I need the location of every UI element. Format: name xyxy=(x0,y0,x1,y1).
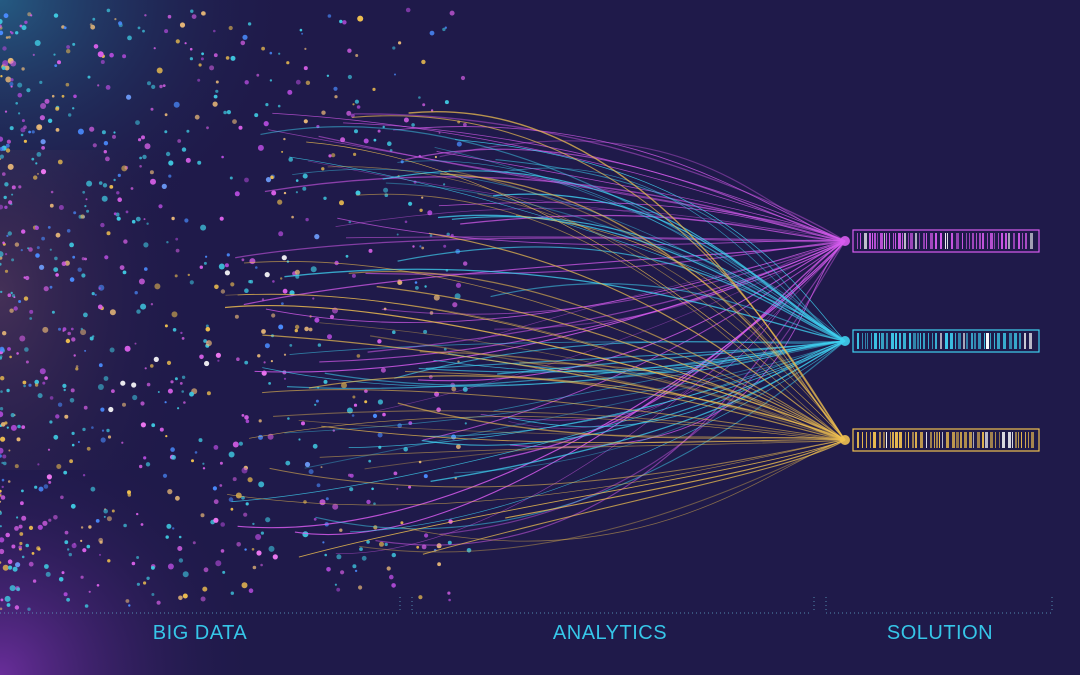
analytics-label: ANALYTICS xyxy=(552,622,668,644)
big-data-label: BIG DATA xyxy=(152,622,248,644)
solution-bars xyxy=(852,229,1040,452)
analytics-curves xyxy=(224,110,850,558)
solution-label: SOLUTION xyxy=(886,622,994,644)
cyan-output-bar xyxy=(852,329,1040,353)
section-dividers xyxy=(0,597,1053,614)
magenta-output-bar xyxy=(852,229,1040,253)
gold-output-bar xyxy=(852,428,1040,452)
background-glow xyxy=(0,0,300,675)
